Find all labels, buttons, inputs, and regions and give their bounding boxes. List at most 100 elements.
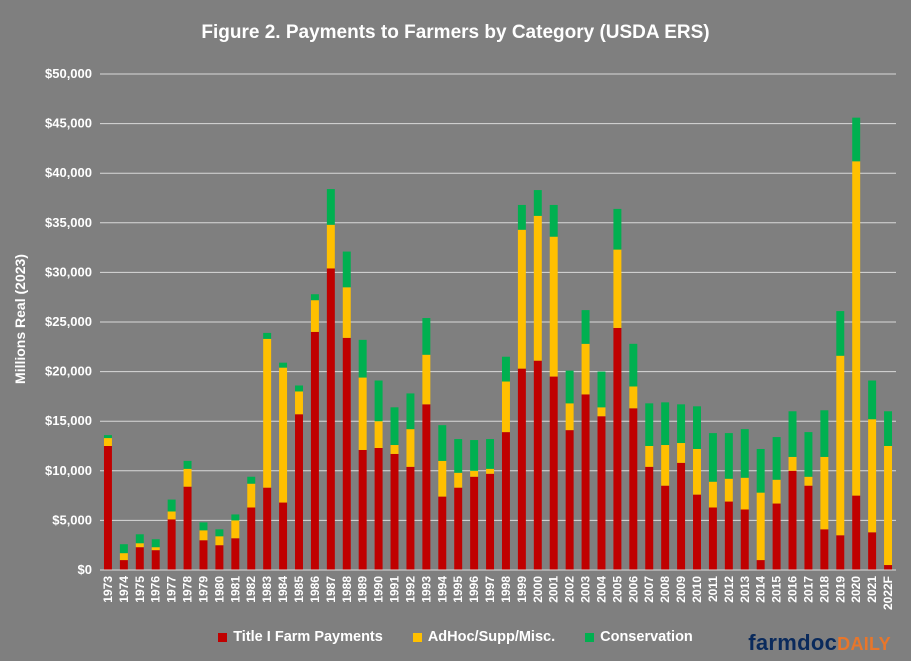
legend-item-conservation: Conservation [585,629,693,645]
bar-adhoc [517,229,526,369]
bar-adhoc [661,445,670,486]
bar-conservation [788,411,797,457]
bar-adhoc [629,386,638,409]
bar-conservation [326,189,335,225]
bar-adhoc [183,468,192,487]
x-tick-label: 2009 [674,576,688,603]
bar-adhoc [215,536,224,546]
bar-conservation [470,440,479,471]
bar-adhoc [310,300,319,332]
y-tick-label: $30,000 [45,264,92,279]
x-tick-label: 2018 [817,576,831,603]
bar-adhoc [326,224,335,269]
bar-adhoc [820,456,829,530]
bar-title-i [693,494,701,570]
x-tick-label: 1976 [149,576,163,603]
bar-adhoc [549,236,558,377]
legend-label-title-i: Title I Farm Payments [233,629,383,645]
bar-conservation [279,362,288,368]
x-tick-label: 1992 [403,576,417,603]
y-tick-label: $40,000 [45,165,92,180]
bar-conservation [135,534,144,544]
brand-logo-part1: farmdoc [748,630,838,655]
bar-conservation [820,410,829,457]
bar-conservation [438,425,447,461]
x-tick-label: 1983 [260,576,274,603]
x-tick-label: 1997 [483,576,497,603]
bar-conservation [151,539,160,548]
legend-label-adhoc: AdHoc/Supp/Misc. [427,629,556,645]
bar-title-i [788,470,797,570]
bar-title-i [613,327,622,570]
x-tick-label: 2016 [786,576,800,603]
bar-adhoc [597,407,606,417]
bar-title-i [708,507,717,570]
bar-conservation [167,499,176,512]
bar-title-i [279,502,288,570]
bar-conservation [597,371,606,408]
bar-title-i [597,416,606,570]
x-tick-label: 1996 [467,576,481,603]
bar-title-i [868,532,877,570]
bar-title-i [390,453,399,570]
bar-adhoc [772,479,781,504]
bar-adhoc [454,472,463,488]
bar-conservation [661,402,670,446]
bar-title-i [677,462,686,570]
legend-item-title-i: Title I Farm Payments [218,629,383,645]
bar-adhoc [677,443,686,463]
bar-title-i [406,466,415,570]
bar-title-i [167,519,176,570]
bar-title-i [645,466,654,570]
bar-conservation [374,380,383,422]
bar-title-i [852,495,861,570]
bar-conservation [852,117,861,162]
x-tick-label: 1999 [515,576,529,603]
bar-conservation [613,208,622,250]
bar-adhoc [119,553,128,561]
x-tick-label: 1978 [181,576,195,603]
bar-adhoc [374,421,383,448]
bar-conservation [103,435,112,439]
x-tick-label: 2002 [563,576,577,603]
x-tick-label: 2005 [610,576,624,603]
x-tick-label: 2020 [849,576,863,603]
bar-adhoc [788,456,797,471]
bar-adhoc [247,483,256,508]
bar-conservation [119,544,128,554]
bar-adhoc [151,547,160,551]
bar-conservation [310,294,319,301]
legend: Title I Farm Payments AdHoc/Supp/Misc. C… [0,629,911,645]
bar-title-i [740,509,749,570]
brand-logo: farmdocDAILY [748,630,891,656]
bar-adhoc [231,520,240,539]
x-tick-label: 1980 [212,576,226,603]
bar-title-i [565,430,574,570]
bar-conservation [740,429,749,478]
x-tick-label: 1987 [324,576,338,603]
bar-adhoc [836,355,845,536]
bar-title-i [199,540,208,570]
bar-title-i [151,550,160,570]
x-tick-label: 2011 [706,576,720,602]
bar-adhoc [868,419,877,533]
bar-title-i [533,360,542,570]
bar-conservation [677,404,686,444]
bar-conservation [199,522,208,531]
bar-conservation [724,433,733,479]
bar-conservation [486,439,495,469]
bar-adhoc [884,446,893,566]
x-tick-label: 1973 [101,576,115,603]
bar-adhoc [103,438,112,446]
bar-conservation [533,190,542,216]
bar-adhoc [645,446,654,467]
bar-title-i [342,337,351,570]
bar-title-i [820,529,829,570]
bar-adhoc [613,249,622,328]
x-tick-label: 1975 [133,576,147,603]
x-tick-label: 1991 [388,576,402,603]
bar-title-i [724,501,733,570]
bar-conservation [231,514,240,521]
bar-adhoc [581,343,590,395]
